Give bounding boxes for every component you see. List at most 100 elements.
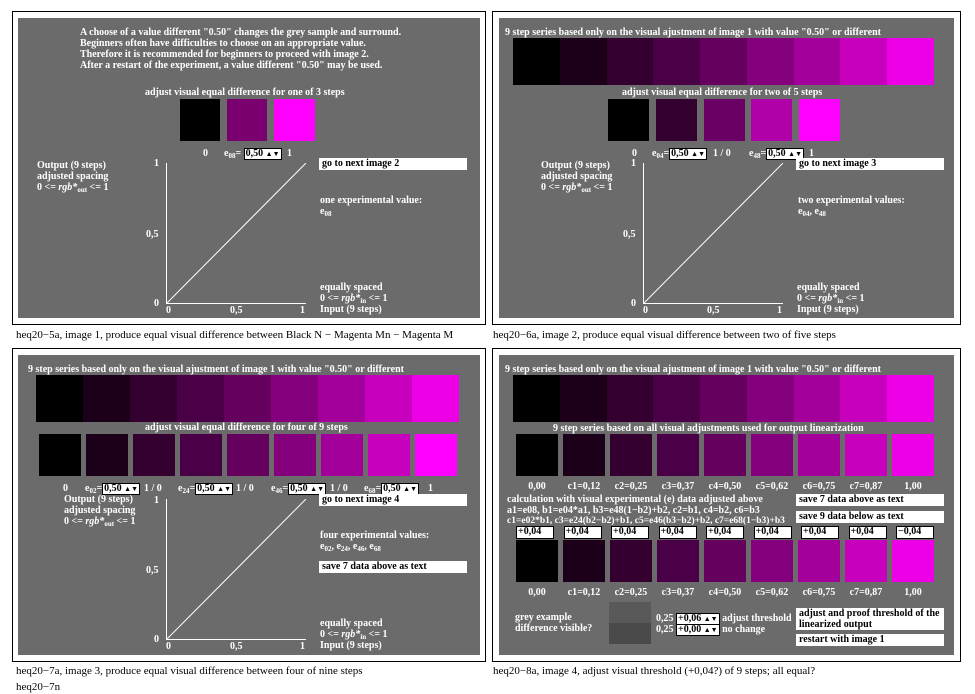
series-step-2 [606,38,654,85]
label-e46: e46= 0,50 ▲▼ [271,483,327,495]
series-step-1 [559,38,607,85]
caption-image-1: heq20−5a, image 1, produce equal visual … [16,329,454,341]
adjust-proof-threshold-button[interactable]: adjust and proof threshold of the linear… [796,608,944,630]
x-tick-05: 0,5 [707,305,720,316]
x-tick-0: 0 [643,305,648,316]
frame-image-3 [12,348,486,662]
label-1: 1 [428,483,433,494]
swatch-1 [86,434,128,476]
step-label-1: c1=0,12 [567,587,601,598]
step-label-5: c5=0,62 [755,587,789,598]
swatch-1 [563,434,605,476]
label-0: 0 [63,483,68,494]
restart-image-1-button[interactable]: restart with image 1 [796,634,944,646]
plot-diagonal [644,163,783,303]
step-threshold-stepper-7[interactable]: +0,04 ▲▼ [848,526,887,546]
y-tick-05: 0,5 [623,229,636,240]
swatch-2 [133,434,175,476]
swatch-3 [180,434,222,476]
swatch-1 [563,540,605,582]
frame-image-2 [492,11,961,325]
e24-stepper[interactable]: 0,50 ▲▼ [195,483,234,495]
step-threshold-stepper-5[interactable]: +0,04 ▲▼ [753,526,792,546]
experimental-values: e08 [320,206,332,218]
experimental-values: e04, e48 [798,206,826,218]
plot-area [166,499,306,640]
step-threshold-stepper-2[interactable]: +0,04 ▲▼ [611,526,649,546]
series-step-1 [83,375,130,422]
plot-input-label: equally spaced 0 <= rgb*in <= 1 Input (9… [320,618,388,651]
label-0: 0 [632,148,637,159]
step-threshold-stepper-0[interactable]: +0,04 ▲▼ [516,526,554,546]
x-tick-05: 0,5 [230,305,243,316]
grey-sample-lower [609,623,651,644]
next-image-4-button[interactable]: go to next image 4 [319,494,467,506]
step-label-8: 1,00 [904,481,922,492]
step-threshold-value-1: +0,04 [565,526,589,537]
swatch-3 [657,434,699,476]
save-9-data-button[interactable]: save 9 data below as text [796,511,944,523]
swatch-0 [39,434,81,476]
threshold-row-1: 0,25 +0,06 ▲▼ adjust threshold [656,613,792,625]
x-tick-1: 1 [300,305,305,316]
swatch-magenta [274,99,315,141]
plot-input-label: equally spaced 0 <= rgb*in <= 1 Input (9… [797,282,865,315]
swatch-5 [751,540,793,582]
next-image-3-button[interactable]: go to next image 3 [796,158,944,170]
grey-sample-upper [609,602,651,623]
step-threshold-stepper-1[interactable]: +0,04 ▲▼ [563,526,602,546]
frame-image-1 [12,11,486,325]
e02-stepper[interactable]: 0,50 ▲▼ [102,483,141,495]
e08-stepper[interactable]: 0,50 ▲▼ [243,148,282,160]
x-tick-1: 1 [300,641,305,652]
label-mid-3: 1 / 0 [330,483,348,494]
series-step-3 [653,38,701,85]
step-threshold-value-8: −0,04 [898,526,922,537]
swatch-8 [892,434,934,476]
experimental-title: four experimental values: [320,530,430,541]
series-step-6 [318,375,365,422]
e46-stepper[interactable]: 0,50 ▲▼ [288,483,327,495]
step-threshold-value-2: +0,04 [613,526,637,537]
x-tick-05: 0,5 [230,641,243,652]
calc-line-3: c1=e02*b1, c3=e24(b2−b2)+b1, c5=e46(b3−b… [507,516,785,526]
swatches-5-steps [608,99,840,141]
caption-image-2: heq20−6a, image 2, produce equal visual … [493,329,836,341]
step-threshold-value-7: +0,04 [850,526,874,537]
step-threshold-stepper-3[interactable]: +0,04 ▲▼ [658,526,697,546]
step-threshold-stepper-8[interactable]: −0,04 ▲▼ [896,526,934,546]
save-7-data-button[interactable]: save 7 data above as text [319,561,467,573]
calc-line-2: a1=e08, b1=e04*a1, b3=e48(1−b2)+b2, c2=b… [507,505,760,516]
experimental-title: one experimental value: [320,195,423,206]
step-threshold-stepper-4[interactable]: +0,04 ▲▼ [706,526,744,546]
e04-stepper[interactable]: 0,50 ▲▼ [669,148,708,160]
y-tick-1: 1 [154,495,159,506]
labels-bottom: 0,00 c1=0,12 c2=0,25 c3=0,37 c4=0,50 c5=0,62 c… [516,587,934,598]
swatch-0 [608,99,649,141]
step-label-0: 0,00 [528,481,546,492]
step-threshold-stepper-6[interactable]: +0,04 ▲▼ [801,526,839,546]
plot-output-label: Output (9 steps) adjusted spacing 0 <= r… [541,160,613,194]
swatch-7 [845,434,887,476]
label-0: 0 [203,148,208,159]
series-step-4 [224,375,271,422]
save-7-data-button[interactable]: save 7 data above as text [796,494,944,506]
swatch-3 [751,99,793,141]
y-tick-05: 0,5 [146,565,159,576]
plot-input-label: equally spaced 0 <= rgb*in <= 1 Input (9… [320,282,388,315]
series-step-7 [365,375,412,422]
swatch-7 [845,540,887,582]
no-change-stepper[interactable]: +0,00 ▲▼ [676,624,720,636]
series-step-5 [746,38,794,85]
adjust-title: adjust visual equal difference for two o… [622,87,823,98]
swatch-6 [798,540,840,582]
series-step-3 [653,375,701,422]
e48-stepper[interactable]: 0,50 ▲▼ [766,148,805,160]
next-image-2-button[interactable]: go to next image 2 [319,158,467,170]
series-step-7 [840,38,888,85]
swatch-8 [415,434,457,476]
swatch-6 [321,434,363,476]
swatch-8 [892,540,934,582]
label-e24: e24= 0,50 ▲▼ [178,483,234,495]
series-step-0 [513,38,560,85]
